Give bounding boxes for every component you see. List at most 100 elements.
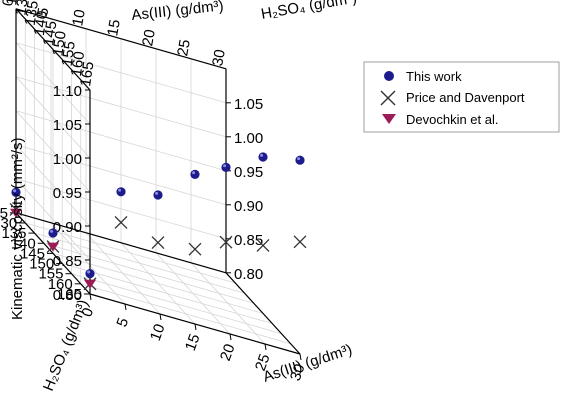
x-tick-mark bbox=[229, 333, 232, 341]
x-tick-label-top: 15 bbox=[104, 18, 124, 37]
point-this-work-5 bbox=[190, 169, 200, 179]
axis-edge bbox=[225, 272, 301, 355]
z-tick-label-left: 1.10 bbox=[53, 83, 82, 100]
y-tick-label-left: 160 bbox=[48, 276, 73, 293]
x-axis-title-bottom: As(III) (g/dm³) bbox=[261, 341, 354, 386]
x-tick-mark bbox=[124, 303, 127, 311]
back-wall-grid-line bbox=[15, 110, 227, 172]
z-axis-title: Kinematic viscosity (mm²/s) bbox=[9, 137, 26, 320]
point-price-and-davenport-7 bbox=[256, 238, 270, 252]
point-this-work-1 bbox=[48, 228, 58, 238]
legend-label-devochkin: Devochkin et al. bbox=[406, 112, 499, 127]
z-tick-label-right: 1.05 bbox=[234, 96, 263, 113]
x-tick-mark bbox=[159, 313, 162, 321]
point-this-work-6 bbox=[221, 162, 231, 172]
y-tick-label-top: 140 bbox=[31, 10, 51, 37]
y-tick-label-top: 130 bbox=[12, 0, 32, 17]
point-price-and-davenport-6 bbox=[219, 235, 233, 249]
z-tick-label-left: 0.90 bbox=[53, 219, 82, 236]
axis-edge bbox=[15, 8, 227, 70]
z-tick-label-right: 0.95 bbox=[234, 164, 263, 181]
y-tick-label-top: 165 bbox=[77, 60, 97, 87]
back-wall-grid-line bbox=[15, 42, 227, 104]
x-tick-label-top: 0 bbox=[0, 0, 17, 7]
point-devochkin-et-al--0 bbox=[10, 208, 22, 218]
legend-label-price-davenport: Price and Davenport bbox=[406, 90, 525, 105]
x-tick-mark bbox=[194, 323, 197, 331]
y-tick-label-left: 165 bbox=[57, 286, 82, 303]
x-axis-title-top: As(III) (g/dm³) bbox=[131, 0, 225, 24]
x-tick-mark bbox=[264, 343, 267, 351]
z-tick-label-left: 1.00 bbox=[53, 151, 82, 168]
x-tick-label-bottom: 5 bbox=[113, 316, 132, 330]
point-price-and-davenport-3 bbox=[114, 215, 128, 229]
point-devochkin-et-al--2 bbox=[84, 279, 96, 289]
left-wall-grid-line bbox=[15, 42, 91, 125]
x-tick-label-top: 25 bbox=[174, 38, 194, 57]
x-tick-label-top: 5 bbox=[34, 6, 52, 17]
y-tick-label-left: 145 bbox=[20, 245, 45, 262]
point-price-and-davenport-8 bbox=[293, 235, 307, 249]
back-wall-grid-line bbox=[15, 144, 227, 206]
floor-grid-line bbox=[52, 253, 264, 314]
z-tick-label-right: 0.85 bbox=[234, 232, 263, 249]
y-axis-title-top: H₂SO₄ (g/dm³) bbox=[260, 0, 358, 23]
y-tick-label-left: 130 bbox=[0, 215, 17, 232]
floor-grid-line bbox=[62, 263, 273, 324]
left-wall-grid-line bbox=[15, 110, 91, 193]
legend-label-this-work: This work bbox=[406, 69, 462, 84]
point-price-and-davenport-4 bbox=[151, 236, 165, 250]
left-wall-grid-line bbox=[15, 144, 91, 227]
legend: This work Price and Davenport Devochkin … bbox=[363, 61, 560, 133]
tick-labels: 0510152025300510152025301251301351401451… bbox=[0, 0, 309, 383]
left-wall-grid-line bbox=[15, 178, 91, 261]
x-tick-label-top: 30 bbox=[209, 48, 229, 67]
x-tick-label-bottom: 15 bbox=[182, 332, 204, 353]
y-tick-label-left: 140 bbox=[11, 235, 36, 252]
y-tick-label-top: 155 bbox=[59, 40, 79, 67]
z-tick-label-left: 0.85 bbox=[53, 253, 82, 270]
point-this-work-0 bbox=[11, 187, 21, 197]
floor-grid-line bbox=[43, 242, 254, 304]
x-tick-label-top: 20 bbox=[139, 28, 159, 47]
point-this-work-2 bbox=[85, 269, 95, 279]
y-tick-label-left: 150 bbox=[29, 256, 54, 273]
x-tick-label-top: 10 bbox=[69, 8, 89, 27]
point-price-and-davenport-5 bbox=[188, 242, 202, 256]
z-tick-label-left: 1.05 bbox=[53, 117, 82, 134]
axis-edge bbox=[15, 8, 91, 91]
z-tick-label-left: 0.80 bbox=[53, 287, 82, 304]
point-devochkin-et-al--1 bbox=[47, 242, 59, 252]
floor-grid-line bbox=[34, 232, 245, 294]
y-tick-label-top: 160 bbox=[68, 50, 88, 77]
x-tick-label-bottom: 10 bbox=[147, 322, 169, 343]
legend-box bbox=[363, 61, 560, 133]
x-tick-mark bbox=[89, 293, 92, 301]
z-tick-label-left: 0.95 bbox=[53, 185, 82, 202]
back-wall-grid-line bbox=[15, 76, 227, 138]
x-tick-label-bottom: 20 bbox=[217, 342, 239, 363]
back-wall-grid-line bbox=[15, 178, 227, 240]
point-this-work-4 bbox=[153, 190, 163, 200]
point-this-work-3 bbox=[116, 187, 126, 197]
z-tick-label-right: 1.00 bbox=[234, 130, 263, 147]
data-points bbox=[9, 152, 307, 291]
x-tick-label-bottom: 30 bbox=[287, 362, 309, 383]
y-tick-label-top: 150 bbox=[49, 30, 69, 57]
floor-grid-line bbox=[71, 273, 282, 335]
y-tick-label-top: 135 bbox=[22, 0, 42, 27]
point-this-work-8 bbox=[295, 155, 305, 165]
y-tick-label-top: 145 bbox=[40, 20, 60, 47]
floor-grid-line bbox=[80, 283, 291, 345]
z-tick-label-right: 0.80 bbox=[234, 266, 263, 283]
y-tick-label-top: 125 bbox=[3, 0, 23, 6]
y-tick-label-left: 135 bbox=[1, 225, 26, 242]
legend-marker-devochkin bbox=[382, 114, 396, 124]
y-tick-label-left: 155 bbox=[38, 266, 63, 283]
y-tick-label-left: 125 bbox=[0, 205, 8, 222]
left-wall-grid-line bbox=[15, 76, 91, 159]
legend-marker-this-work bbox=[384, 71, 394, 81]
z-tick-label-right: 0.90 bbox=[234, 198, 263, 215]
legend-marker-price-davenport bbox=[380, 90, 396, 106]
x-tick-mark bbox=[299, 353, 302, 361]
